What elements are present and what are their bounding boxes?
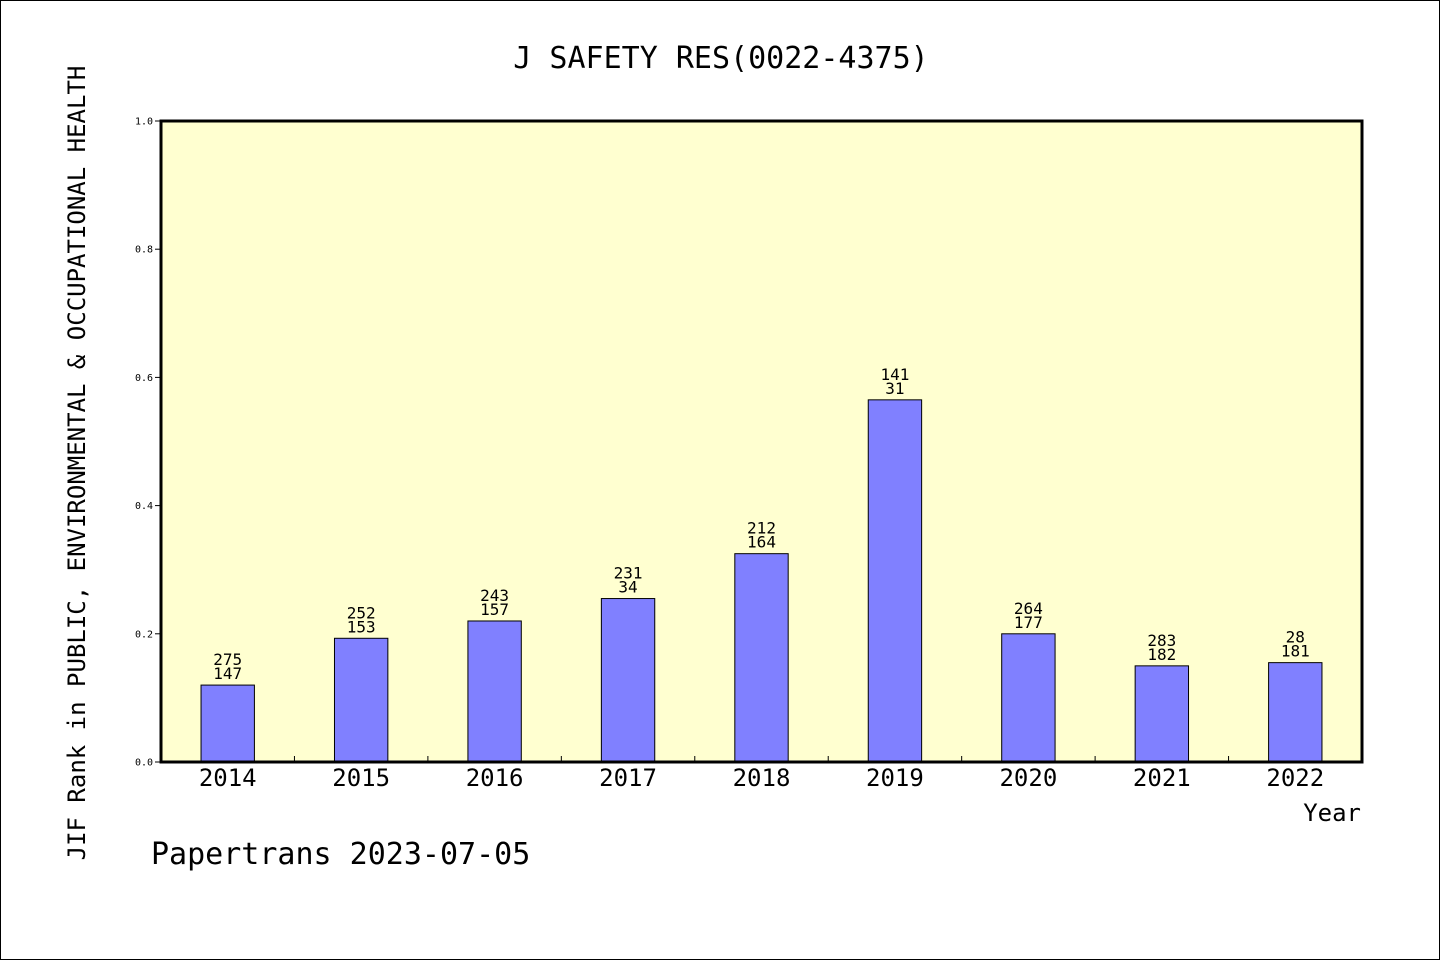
bar-label-bottom-2022: 181 [1281,642,1310,661]
x-axis-label: Year [1303,799,1361,827]
y-tick-label: 0.8 [135,245,153,256]
y-axis: 0.0 0.2 0.4 0.6 0.8 1.0 [135,117,161,769]
bar-label-top-2016: 243 [480,586,509,605]
bar-2021 [1134,665,1190,763]
bar-label-top-2020: 264 [1014,599,1043,618]
bar-label-bottom-2017: 34 [618,578,637,597]
x-tick-label: 2015 [332,764,390,792]
bar-label-top-2014: 275 [213,650,242,669]
bar-label-bottom-2016: 157 [480,600,509,619]
bar-2016 [467,620,522,763]
bar-2014 [200,684,255,763]
bar-label-top-2017: 231 [614,564,643,583]
x-tick-label: 2022 [1266,764,1324,792]
bar-label-bottom-2019: 31 [885,379,904,398]
y-tick-label: 1.0 [135,117,153,128]
bar-label-top-2019: 141 [880,365,909,384]
bar-label-bottom-2020: 177 [1014,613,1043,632]
bar-label-top-2022: 28 [1286,628,1305,647]
x-tick-label: 2019 [866,764,924,792]
x-tick-label: 2017 [599,764,657,792]
bar-label-top-2021: 283 [1147,631,1176,650]
y-axis-label: JIF Rank in PUBLIC, ENVIRONMENTAL & OCCU… [63,66,91,861]
bar-2020 [1001,633,1056,763]
x-tick-label: 2020 [999,764,1057,792]
bar-label-bottom-2014: 147 [213,664,242,683]
bar-2015 [333,637,389,763]
x-axis: 2014 2015 2016 2017 2018 2019 2020 2021 2022 [199,756,1324,792]
x-tick-label: 2016 [466,764,524,792]
bar-2018 [734,553,789,763]
x-tick-label: 2021 [1133,764,1191,792]
bar-label-top-2015: 252 [347,603,376,622]
x-tick-label: 2014 [199,764,257,792]
plot-border [159,119,1364,764]
chart-title: J SAFETY RES(0022-4375) [513,41,928,76]
bar-label-bottom-2015: 153 [347,617,376,636]
x-tick-label: 2018 [733,764,791,792]
bar-2017 [600,598,656,763]
bar-label-top-2018: 212 [747,519,776,538]
bar-label-bottom-2021: 182 [1147,645,1176,664]
bar-2019 [867,399,923,763]
y-tick-label: 0.2 [135,629,153,640]
y-tick-label: 0.6 [135,373,153,384]
y-tick-label: 0.0 [135,758,153,769]
bar-label-bottom-2018: 164 [747,533,776,552]
footer-credit: Papertrans 2023-07-05 [151,837,530,872]
y-tick-label: 0.4 [135,501,153,512]
bar-2022 [1268,662,1323,763]
